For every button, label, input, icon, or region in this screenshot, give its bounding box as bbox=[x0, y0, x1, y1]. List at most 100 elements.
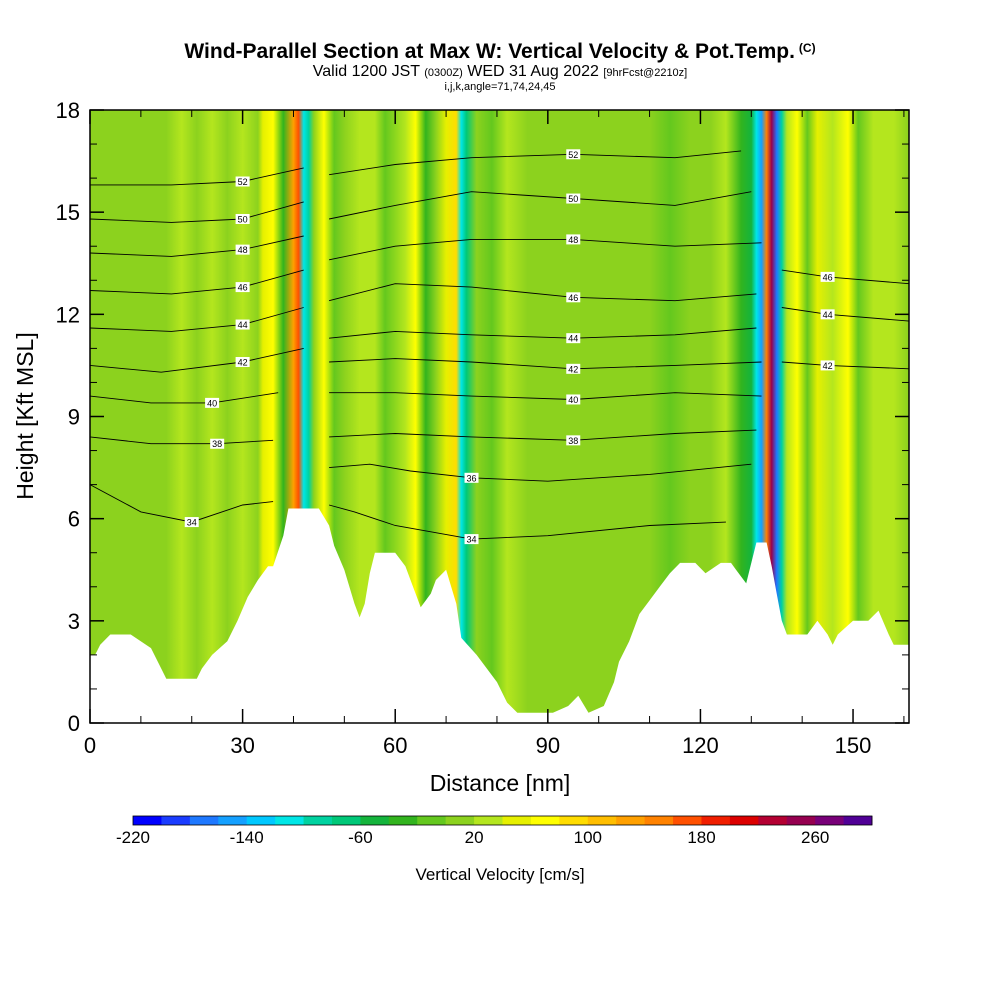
contour-label-bg bbox=[820, 271, 835, 282]
contour-label: 48 bbox=[568, 235, 578, 245]
title-block: Wind-Parallel Section at Max W: Vertical… bbox=[0, 36, 1000, 93]
theta-contour-50 bbox=[90, 201, 304, 223]
x-tick-label: 90 bbox=[536, 733, 560, 758]
colorbar-tick-label: 20 bbox=[465, 828, 484, 847]
y-tick-label: 0 bbox=[68, 711, 80, 736]
contour-label-bg bbox=[820, 360, 835, 371]
x-tick-label: 60 bbox=[383, 733, 407, 758]
y-tick-label: 9 bbox=[68, 405, 80, 430]
contour-label-bg bbox=[566, 333, 581, 344]
theta-contour-44 bbox=[90, 307, 304, 332]
contour-label-bg bbox=[210, 438, 225, 449]
contour-label: 46 bbox=[568, 293, 578, 303]
contour-label-bg bbox=[464, 534, 479, 545]
x-tick-label: 30 bbox=[230, 733, 254, 758]
colorbar-swatch bbox=[161, 816, 191, 825]
y-tick-label: 15 bbox=[56, 200, 80, 225]
contour-label: 38 bbox=[212, 439, 222, 449]
contour-label-bg bbox=[566, 149, 581, 160]
colorbar-tick-label: 100 bbox=[574, 828, 602, 847]
colorbar-swatch bbox=[530, 816, 560, 825]
theta-contour-38 bbox=[90, 436, 274, 445]
chart-title: Wind-Parallel Section at Max W: Vertical… bbox=[184, 40, 816, 63]
terrain-mask bbox=[90, 508, 909, 723]
colorbar-swatch bbox=[673, 816, 702, 825]
colorbar-swatch bbox=[388, 816, 418, 825]
colorbar-swatch bbox=[474, 816, 503, 825]
contour-label: 34 bbox=[187, 518, 197, 528]
colorbar-swatch bbox=[729, 816, 759, 825]
theta-contour-38 bbox=[329, 429, 757, 441]
theta-contour-52 bbox=[329, 150, 742, 176]
x-tick-label: 0 bbox=[84, 733, 96, 758]
contour-label: 52 bbox=[238, 177, 248, 187]
theta-contour-42 bbox=[329, 358, 762, 370]
contour-label: 36 bbox=[467, 473, 477, 483]
colorbar-swatch bbox=[815, 816, 844, 825]
contour-label: 44 bbox=[238, 320, 248, 330]
contour-label: 34 bbox=[467, 535, 477, 545]
contour-label: 50 bbox=[238, 214, 248, 224]
colorbar-swatch bbox=[303, 816, 333, 825]
theta-contour-44 bbox=[329, 327, 757, 339]
contour-label: 40 bbox=[568, 395, 578, 405]
colorbar-swatch bbox=[843, 816, 873, 825]
contour-label: 48 bbox=[238, 245, 248, 255]
chart-indices: i,j,k,angle=71,74,24,45 bbox=[444, 81, 556, 93]
colorbar-swatch bbox=[133, 816, 162, 825]
theta-contour-40 bbox=[329, 392, 762, 400]
contour-label: 44 bbox=[568, 334, 578, 344]
colorbar-tick-label: 180 bbox=[687, 828, 715, 847]
contour-label: 52 bbox=[568, 150, 578, 160]
contour-label-bg bbox=[205, 397, 220, 408]
colorbar-swatch bbox=[246, 816, 276, 825]
contour-label: 42 bbox=[568, 364, 578, 374]
colorbar: -220 -140 -60 20 100 180 260 bbox=[116, 815, 873, 847]
contour-label: 40 bbox=[207, 398, 217, 408]
contour-label: 44 bbox=[823, 310, 833, 320]
colorbar-tick-label: -220 bbox=[116, 828, 150, 847]
contour-label: 38 bbox=[568, 436, 578, 446]
colorbar-swatch bbox=[275, 816, 304, 825]
colorbar-swatch bbox=[559, 816, 589, 825]
theta-contour-40 bbox=[90, 392, 279, 404]
theta-contour-46 bbox=[328, 283, 757, 302]
contour-label-bg bbox=[235, 282, 250, 293]
colorbar-swatch bbox=[701, 816, 731, 825]
velocity-field bbox=[90, 110, 909, 723]
contour-label-bg bbox=[566, 234, 581, 245]
theta-contour-46 bbox=[90, 269, 304, 295]
colorbar-swatch bbox=[786, 816, 816, 825]
colorbar-label: Vertical Velocity [cm/s] bbox=[415, 865, 584, 884]
contour-label-bg bbox=[235, 244, 250, 255]
colorbar-swatch bbox=[218, 816, 248, 825]
plot-frame bbox=[89, 109, 910, 724]
contour-label: 42 bbox=[823, 361, 833, 371]
colorbar-swatch bbox=[644, 816, 674, 825]
colorbar-swatch bbox=[502, 816, 532, 825]
colorbar-tick-label: -60 bbox=[348, 828, 373, 847]
y-tick-label: 3 bbox=[68, 609, 80, 634]
colorbar-swatch bbox=[360, 816, 390, 825]
contour-label-bg bbox=[235, 213, 250, 224]
contour-label-bg bbox=[235, 176, 250, 187]
contour-label: 46 bbox=[823, 272, 833, 282]
x-axis-label: Distance [nm] bbox=[430, 770, 571, 796]
contour-label-bg bbox=[464, 472, 479, 483]
contour-label-bg bbox=[184, 517, 199, 528]
theta-contour-52 bbox=[90, 167, 304, 186]
colorbar-swatch bbox=[331, 816, 361, 825]
colorbar-swatch bbox=[587, 816, 617, 825]
contour-label-bg bbox=[820, 309, 835, 320]
theta-contour-42 bbox=[90, 347, 304, 373]
chart-subtitle: Valid 1200 JST (0300Z) WED 31 Aug 2022 [… bbox=[312, 63, 688, 80]
contour-label-bg bbox=[566, 394, 581, 405]
y-tick-label: 18 bbox=[56, 98, 80, 123]
contour-label: 46 bbox=[238, 283, 248, 293]
contour-label-bg bbox=[566, 435, 581, 446]
colorbar-frame bbox=[132, 815, 873, 826]
contour-label-bg bbox=[235, 319, 250, 330]
contour-label-bg bbox=[566, 363, 581, 374]
y-tick-label: 12 bbox=[56, 302, 80, 327]
